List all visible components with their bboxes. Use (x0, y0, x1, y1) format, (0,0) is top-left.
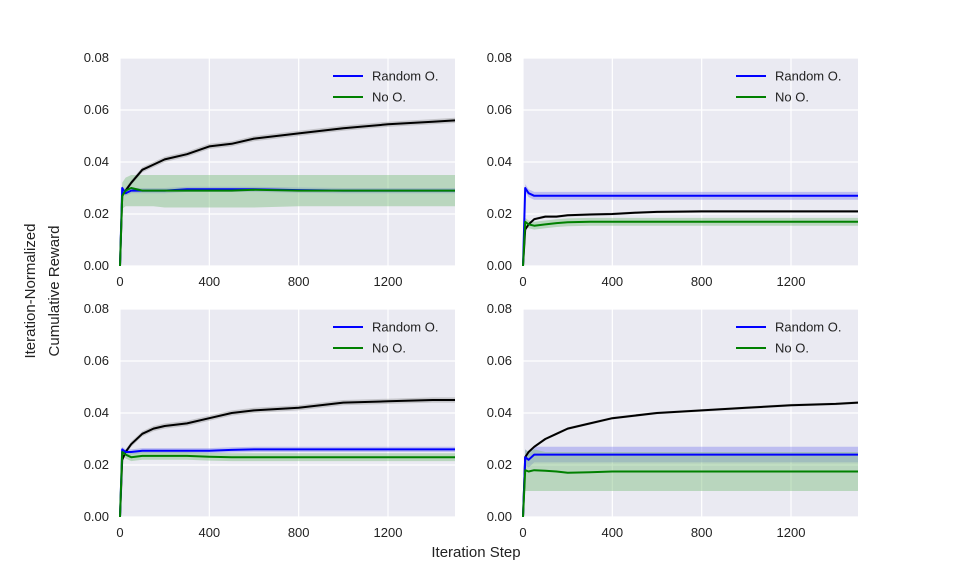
series-line-randomo (119, 448, 455, 518)
panel-top-left: 0.00 0.02 0.04 0.06 0.08 0 400 800 1200 Random O.… (84, 50, 456, 289)
legend: Random O. No O. (333, 69, 438, 105)
series-line-noo (119, 451, 455, 518)
x-tick-label: 1200 (374, 274, 403, 289)
x-tick-label: 0 (519, 525, 526, 540)
x-tick-label: 800 (691, 525, 713, 540)
x-tick-label: 800 (288, 525, 310, 540)
y-tick-label: 0.02 (84, 457, 109, 472)
series-line-randomo (522, 187, 858, 267)
y-tick-label: 0.04 (487, 405, 512, 420)
y-tick-label: 0.06 (84, 102, 109, 117)
confidence-band-randomo (523, 184, 858, 266)
legend-label: No O. (372, 90, 406, 105)
legend-label: Random O. (775, 320, 841, 335)
legend: Random O. No O. (736, 69, 841, 105)
y-axis-label-line-1: Iteration-Normalized (22, 223, 39, 358)
panels: 0.00 0.02 0.04 0.06 0.08 0 400 800 1200 Random O.… (84, 50, 859, 540)
confidence-band-noo (523, 449, 858, 517)
series-line-noo (522, 220, 858, 267)
y-axis-label-line-2: Cumulative Reward (46, 226, 63, 357)
legend: Random O. No O. (333, 320, 438, 356)
series-line-baseline (119, 399, 455, 518)
x-tick-label: 1200 (777, 525, 806, 540)
legend-label: No O. (372, 341, 406, 356)
series-line-randomo (522, 453, 858, 518)
series-line-baseline (119, 119, 456, 267)
y-tick-label: 0.00 (84, 258, 109, 273)
x-axis-label: Iteration Step (431, 544, 520, 561)
y-tick-label: 0.04 (84, 154, 109, 169)
confidence-band-noo (120, 175, 455, 266)
series-line-noo (119, 187, 455, 267)
series-line-baseline (522, 210, 858, 267)
y-tick-label: 0.08 (84, 50, 109, 65)
y-tick-label: 0.02 (487, 206, 512, 221)
panel-bottom-left: 0.00 0.02 0.04 0.06 0.08 0 400 800 1200 Random O.… (84, 301, 455, 540)
series-line-noo (522, 469, 858, 518)
legend-label: Random O. (372, 320, 438, 335)
x-tick-label: 400 (601, 525, 623, 540)
y-tick-label: 0.00 (84, 509, 109, 524)
series-line-baseline (522, 401, 859, 518)
x-tick-label: 1200 (374, 525, 403, 540)
legend-label: Random O. (775, 69, 841, 84)
x-tick-label: 400 (198, 525, 220, 540)
y-tick-label: 0.00 (487, 509, 512, 524)
y-tick-label: 0.04 (84, 405, 109, 420)
legend: Random O. No O. (736, 320, 841, 356)
y-tick-label: 0.02 (487, 457, 512, 472)
x-tick-label: 800 (288, 274, 310, 289)
y-tick-label: 0.08 (487, 50, 512, 65)
x-tick-label: 0 (519, 274, 526, 289)
y-tick-label: 0.06 (84, 353, 109, 368)
y-tick-label: 0.02 (84, 206, 109, 221)
legend-label: No O. (775, 341, 809, 356)
x-tick-label: 400 (601, 274, 623, 289)
y-tick-label: 0.08 (84, 301, 109, 316)
legend-label: No O. (775, 90, 809, 105)
x-tick-label: 0 (116, 274, 123, 289)
panel-top-right: 0.00 0.02 0.04 0.06 0.08 0 400 800 1200 Random O.… (487, 50, 858, 289)
y-tick-label: 0.06 (487, 102, 512, 117)
y-tick-label: 0.00 (487, 258, 512, 273)
y-tick-label: 0.08 (487, 301, 512, 316)
y-tick-label: 0.04 (487, 154, 512, 169)
x-tick-label: 800 (691, 274, 713, 289)
x-tick-label: 400 (198, 274, 220, 289)
x-tick-label: 1200 (777, 274, 806, 289)
y-tick-label: 0.06 (487, 353, 512, 368)
x-tick-label: 0 (116, 525, 123, 540)
panel-bottom-right: 0.00 0.02 0.04 0.06 0.08 0 400 800 1200 Random O.… (487, 301, 859, 540)
legend-label: Random O. (372, 69, 438, 84)
